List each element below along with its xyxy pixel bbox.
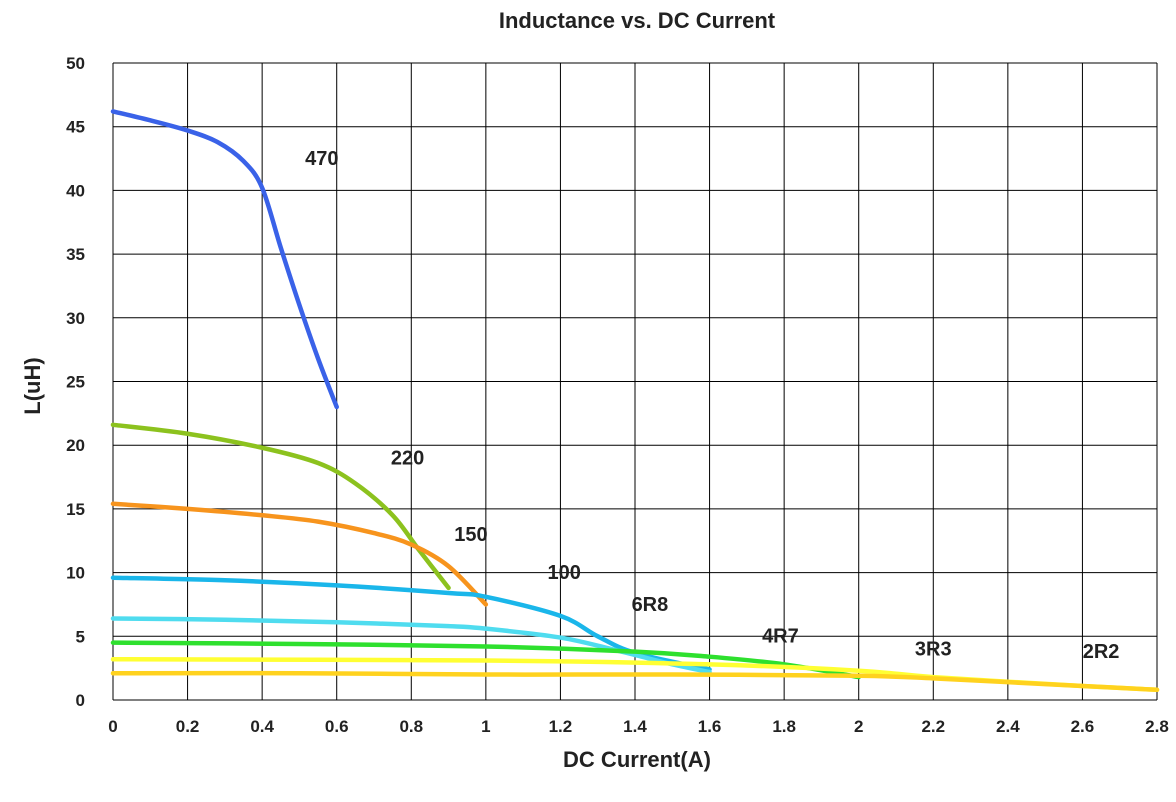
series-line-150	[110, 501, 489, 607]
y-tick-labels: 0 5 10 15 20 25 30 35 40 45 50	[66, 54, 85, 710]
curve-label-2r2: 2R2	[1083, 641, 1120, 663]
x-tick-label: 1.2	[549, 717, 573, 736]
series-layer	[110, 109, 1160, 693]
x-tick-label: 2.8	[1145, 717, 1169, 736]
x-tick-label: 2.6	[1071, 717, 1095, 736]
x-tick-label: 0.2	[176, 717, 200, 736]
x-tick-label: 0.4	[250, 717, 274, 736]
series-line-4r7	[110, 640, 861, 680]
y-tick-label: 45	[66, 118, 85, 137]
y-tick-label: 40	[66, 181, 85, 200]
x-tick-label: 2.4	[996, 717, 1020, 736]
x-tick-label: 1.8	[772, 717, 796, 736]
curve-label-220: 220	[391, 447, 424, 469]
y-tick-label: 10	[66, 564, 85, 583]
series-line-470	[110, 109, 339, 410]
grid	[112, 62, 1158, 701]
x-tick-label: 0.6	[325, 717, 349, 736]
y-tick-label: 35	[66, 245, 85, 264]
series-line-100	[110, 575, 712, 672]
curve-labels: 470 220 150 100 6R8 4R7 3R3 2R2	[305, 148, 1119, 663]
curve-label-100: 100	[547, 562, 580, 584]
curve-label-4r7: 4R7	[762, 626, 799, 648]
x-tick-labels: 0 0.2 0.4 0.6 0.8 1 1.2 1.4 1.6 1.8 2 2.2 2.4 2.6 2.8	[108, 717, 1169, 736]
y-axis-label: L(uH)	[20, 357, 45, 414]
chart-title: Inductance vs. DC Current	[499, 8, 776, 33]
x-tick-label: 1.4	[623, 717, 647, 736]
y-tick-label: 0	[76, 691, 85, 710]
y-tick-label: 30	[66, 309, 85, 328]
x-axis-label: DC Current(A)	[563, 747, 711, 772]
x-tick-label: 0.8	[399, 717, 423, 736]
y-tick-label: 5	[76, 627, 85, 646]
x-tick-label: 1.6	[698, 717, 722, 736]
y-tick-label: 15	[66, 500, 85, 519]
series-line-6r8	[110, 616, 712, 675]
x-tick-label: 2	[854, 717, 863, 736]
curve-label-3r3: 3R3	[915, 638, 952, 660]
y-tick-label: 25	[66, 373, 85, 392]
series-line-2r2	[110, 670, 1160, 693]
x-tick-label: 1	[481, 717, 490, 736]
x-tick-label: 2.2	[921, 717, 945, 736]
y-tick-label: 20	[66, 436, 85, 455]
curve-label-150: 150	[454, 524, 487, 546]
y-tick-label: 50	[66, 54, 85, 73]
x-tick-label: 0	[108, 717, 117, 736]
curve-label-6r8: 6R8	[632, 594, 669, 616]
curve-label-470: 470	[305, 148, 338, 170]
